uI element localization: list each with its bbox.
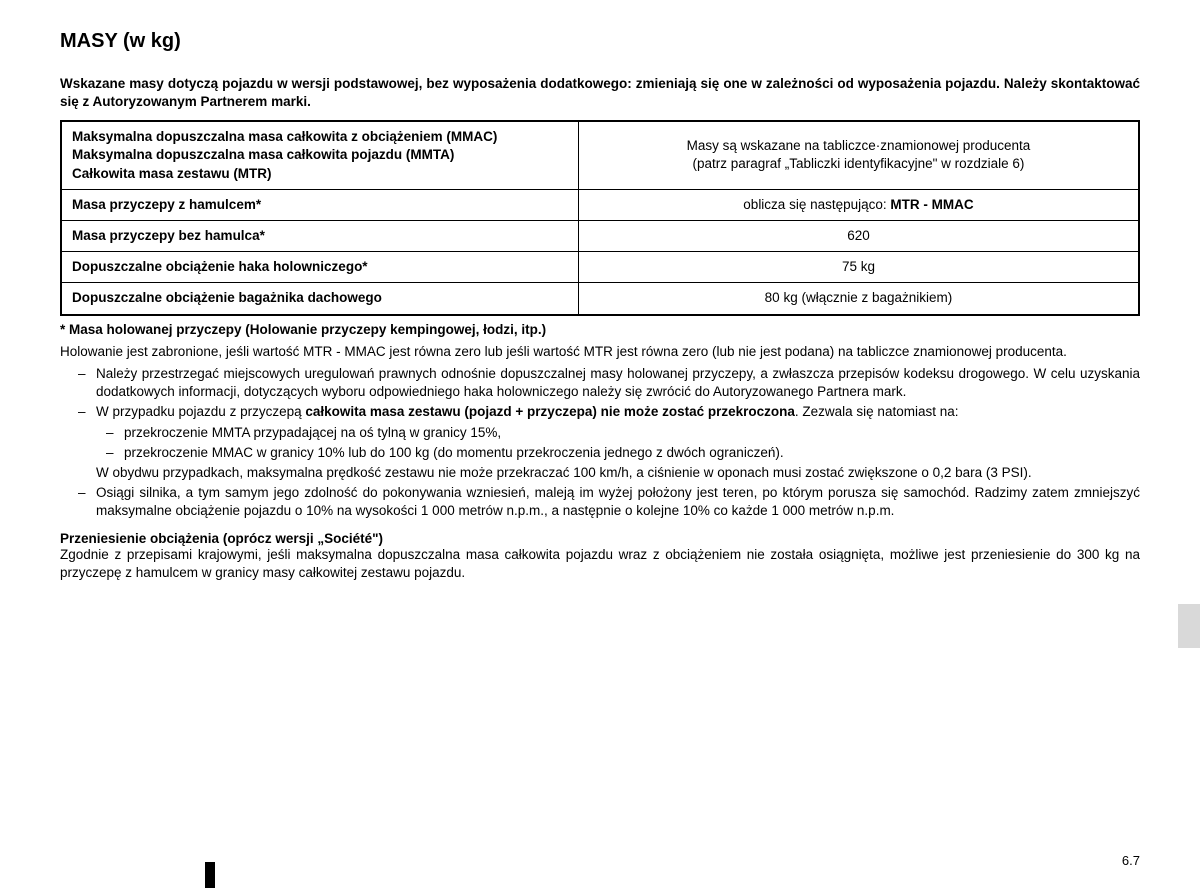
sub-list-item: przekroczenie MMAC w granicy 10% lub do … [106,444,1140,462]
table-row: Masa przyczepy z hamulcem*oblicza się na… [61,189,1139,220]
table-cell-left: Masa przyczepy z hamulcem* [61,189,578,220]
table-row: Dopuszczalne obciążenie bagażnika dachow… [61,283,1139,315]
bullet-list: Należy przestrzegać miejscowych uregulow… [60,365,1140,521]
table-cell-left: Maksymalna dopuszczalna masa całkowita z… [61,121,578,189]
table-cell-right: 80 kg (włącznie z bagażnikiem) [578,283,1139,315]
table-cell-right: 75 kg [578,252,1139,283]
page-number: 6.7 [1122,853,1140,868]
intro-paragraph: Wskazane masy dotyczą pojazdu w wersji p… [60,75,1140,110]
list-item-after: W obydwu przypadkach, maksymalna prędkoś… [96,464,1140,482]
sub-list: przekroczenie MMTA przypadającej na oś t… [96,424,1140,462]
paragraph-2: Zgodnie z przepisami krajowymi, jeśli ma… [60,546,1140,582]
sub-list-item: przekroczenie MMTA przypadającej na oś t… [106,424,1140,442]
table-cell-left: Dopuszczalne obciążenie bagażnika dachow… [61,283,578,315]
sub-heading: Przeniesienie obciążenia (oprócz wersji … [60,531,1140,546]
table-cell-right: oblicza się następująco: MTR - MMAC [578,189,1139,220]
table-row: Masa przyczepy bez hamulca*620 [61,220,1139,251]
side-tab [1178,604,1200,648]
masses-table: Maksymalna dopuszczalna masa całkowita z… [60,120,1140,316]
list-item: Osiągi silnika, a tym samym jego zdolnoś… [78,484,1140,520]
table-row: Maksymalna dopuszczalna masa całkowita z… [61,121,1139,189]
footnote-title: * Masa holowanej przyczepy (Holowanie pr… [60,322,1140,337]
page-title: MASY (w kg) [60,30,1140,53]
table-cell-right: 620 [578,220,1139,251]
list-item: Należy przestrzegać miejscowych uregulow… [78,365,1140,401]
table-cell-right: Masy są wskazane na tabliczce·znamionowe… [578,121,1139,189]
crop-mark [205,862,215,888]
paragraph-1: Holowanie jest zabronione, jeśli wartość… [60,343,1140,361]
table-cell-left: Masa przyczepy bez hamulca* [61,220,578,251]
table-cell-left: Dopuszczalne obciążenie haka holowniczeg… [61,252,578,283]
table-row: Dopuszczalne obciążenie haka holowniczeg… [61,252,1139,283]
list-item: W przypadku pojazdu z przyczepą całkowit… [78,403,1140,482]
